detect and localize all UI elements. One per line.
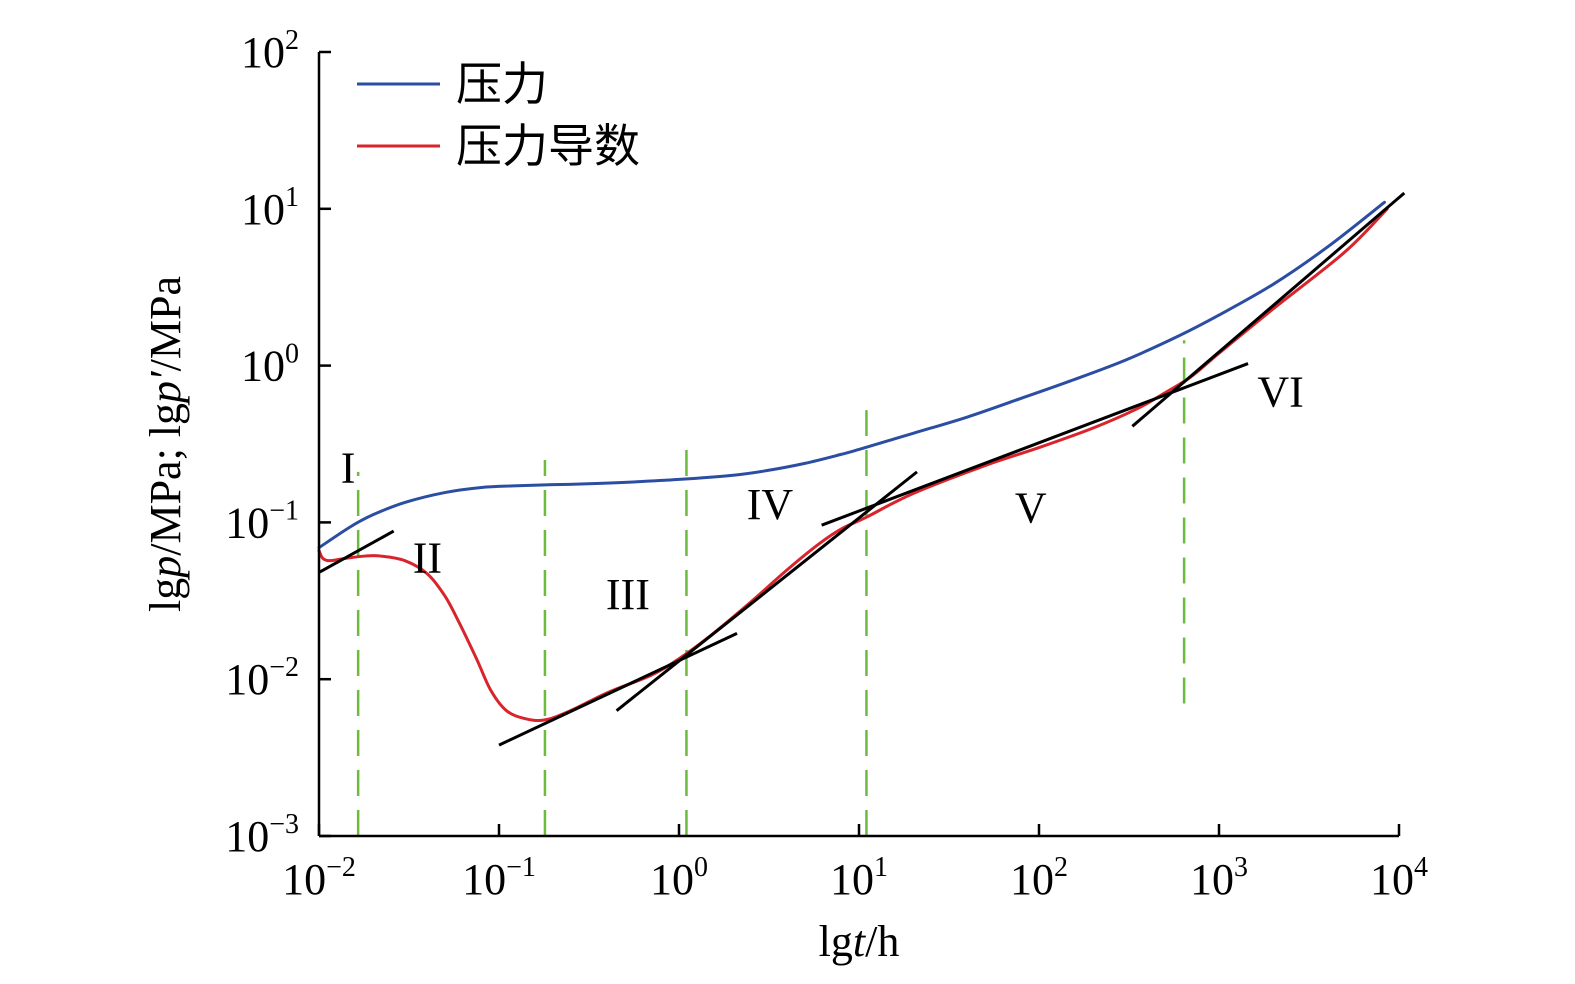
- pressure-curve: [317, 200, 1386, 550]
- tangent-line-3: [615, 470, 918, 712]
- y-tick-label-1: 10−1: [225, 495, 299, 547]
- legend-label-pressure-derivative: 压力导数: [456, 119, 640, 173]
- series-lines: [317, 200, 1389, 723]
- y-tick-label-0: 100: [241, 339, 299, 391]
- y-tick-label-2: 102: [241, 25, 299, 77]
- x-tick-label-4: 104: [1370, 852, 1428, 904]
- tangent-line-1: [318, 529, 395, 574]
- region-label-vi: VI: [1257, 367, 1303, 416]
- tangent-lines: [318, 191, 1406, 747]
- region-label-iii: III: [606, 570, 650, 619]
- region-label-iv: IV: [747, 480, 794, 529]
- x-tick-label-3: 103: [1190, 852, 1248, 904]
- pressure-derivative-curve: [317, 207, 1389, 723]
- x-axis-title: lgt/h: [819, 917, 900, 966]
- legend: 压力 压力导数: [357, 57, 640, 173]
- y-tick-label-3: 10−3: [225, 809, 299, 861]
- tangent-line-4: [821, 362, 1249, 527]
- boundary-lines: [356, 340, 1186, 836]
- plot-area: [317, 191, 1406, 836]
- legend-item-pressure: 压力: [357, 57, 548, 111]
- x-tick-label-0: 100: [650, 852, 708, 904]
- region-label-ii: II: [413, 533, 442, 582]
- tangent-line-2: [498, 632, 738, 747]
- x-tick-label-2: 10−2: [282, 852, 356, 904]
- x-tick-label-1: 10−1: [462, 852, 536, 904]
- y-tick-label-1: 101: [241, 182, 299, 234]
- y-tick-label-2: 10−2: [225, 652, 299, 704]
- region-label-v: V: [1015, 483, 1047, 532]
- x-ticks: 10−2 10−1 100 101 102 103 104: [282, 824, 1428, 904]
- y-axis-title: lgp/MPa; lgp′/MPa: [141, 276, 190, 612]
- legend-label-pressure: 压力: [456, 57, 548, 111]
- x-tick-label-2: 102: [1010, 852, 1068, 904]
- region-label-i: I: [341, 443, 356, 492]
- x-tick-label-1: 101: [830, 852, 888, 904]
- y-ticks: 10−3 10−2 10−1 100 101 102: [225, 25, 331, 861]
- tangent-line-5: [1131, 191, 1406, 428]
- legend-item-pressure-derivative: 压力导数: [357, 119, 640, 173]
- axes: 10−2 10−1 100 101 102 103 104 10−310−210−11001…: [225, 25, 1428, 904]
